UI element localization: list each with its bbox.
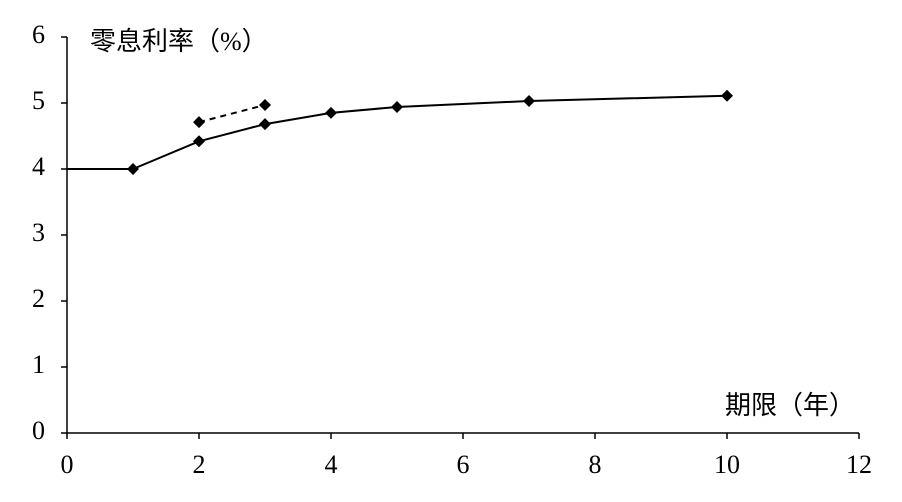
- x-tick-label: 8: [589, 450, 602, 479]
- y-tick-label: 3: [32, 218, 45, 247]
- x-tick-label: 6: [457, 450, 470, 479]
- point-marker: [259, 98, 271, 111]
- y-tick-label: 0: [32, 416, 45, 445]
- y-tick-label: 1: [32, 350, 45, 379]
- x-tick-label: 12: [846, 450, 872, 479]
- series-line: [132, 94, 728, 170]
- y-tick-label: 2: [32, 284, 45, 313]
- y-axis-title: 零息利率（%）: [90, 27, 268, 56]
- y-tick-label: 6: [32, 20, 45, 49]
- y-tick-label: 5: [32, 86, 45, 115]
- x-tick-label: 0: [61, 450, 74, 479]
- x-axis-title: 期限（年）: [725, 391, 855, 420]
- point-marker: [193, 135, 205, 148]
- series-line: [198, 104, 266, 124]
- point-marker: [391, 100, 403, 113]
- point-marker: [523, 95, 535, 108]
- x-tick-label: 10: [714, 450, 740, 479]
- x-tick-label: 4: [325, 450, 338, 479]
- point-marker: [721, 89, 733, 102]
- point-marker: [325, 106, 337, 119]
- y-tick-label: 4: [32, 152, 45, 181]
- point-marker: [127, 163, 139, 175]
- point-marker: [193, 116, 205, 129]
- point-marker: [259, 118, 271, 131]
- x-tick-label: 2: [193, 450, 206, 479]
